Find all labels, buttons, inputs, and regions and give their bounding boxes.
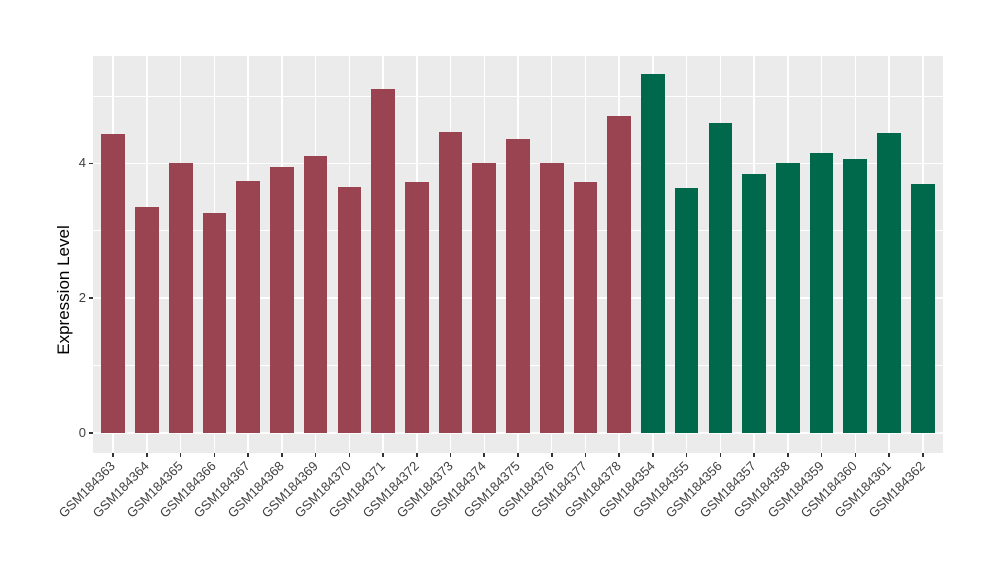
- x-tick: [146, 453, 148, 457]
- bar-GSM184378: [607, 115, 631, 433]
- bar-GSM184370: [337, 186, 362, 433]
- x-tick: [281, 453, 283, 457]
- bar-GSM184376: [539, 163, 564, 433]
- x-tick: [550, 453, 553, 457]
- x-tick: [618, 453, 620, 457]
- bar-GSM184374: [472, 162, 497, 433]
- x-tick: [517, 453, 519, 457]
- x-tick: [449, 453, 452, 457]
- x-tick: [719, 453, 722, 457]
- x-tick: [348, 453, 351, 457]
- bar-GSM184361: [877, 133, 901, 433]
- bar-GSM184354: [641, 74, 665, 433]
- y-tick: [89, 297, 93, 299]
- bar-GSM184362: [910, 183, 935, 433]
- bar-GSM184358: [776, 162, 800, 433]
- bar-GSM184359: [809, 152, 834, 433]
- bar-GSM184366: [202, 212, 227, 433]
- x-tick: [921, 453, 924, 457]
- bar-GSM184368: [270, 167, 294, 433]
- bar-GSM184371: [371, 89, 395, 433]
- y-tick: [89, 432, 93, 434]
- bar-GSM184373: [438, 132, 463, 433]
- x-tick: [685, 453, 688, 457]
- x-tick: [179, 453, 182, 457]
- y-tick: [89, 162, 93, 165]
- x-tick: [416, 453, 418, 457]
- bar-GSM184372: [405, 182, 429, 433]
- bar-GSM184357: [742, 173, 766, 433]
- bar-GSM184356: [708, 122, 733, 433]
- x-tick: [753, 453, 755, 457]
- bar-GSM184367: [236, 180, 260, 433]
- bar-GSM184365: [168, 162, 193, 433]
- y-tick-label: 4: [78, 155, 86, 171]
- bar-GSM184377: [573, 182, 598, 433]
- x-tick: [652, 453, 654, 457]
- bar-GSM184360: [843, 158, 868, 433]
- bar-GSM184363: [101, 134, 126, 433]
- x-tick: [382, 453, 384, 457]
- plot-panel: [93, 56, 943, 453]
- x-tick: [888, 453, 890, 457]
- x-tick: [787, 453, 789, 457]
- x-tick: [854, 453, 857, 457]
- x-tick: [584, 453, 587, 457]
- x-tick: [112, 453, 115, 457]
- x-tick: [314, 453, 317, 457]
- x-tick: [213, 453, 216, 457]
- x-tick: [247, 453, 249, 457]
- bar-GSM184364: [135, 206, 159, 433]
- x-tick: [483, 453, 486, 457]
- bar-GSM184369: [303, 155, 328, 433]
- y-tick-label: 2: [78, 290, 86, 306]
- y-tick-label: 0: [78, 425, 86, 440]
- x-tick: [820, 453, 823, 457]
- bar-GSM184375: [506, 139, 530, 433]
- bar-GSM184355: [674, 188, 699, 433]
